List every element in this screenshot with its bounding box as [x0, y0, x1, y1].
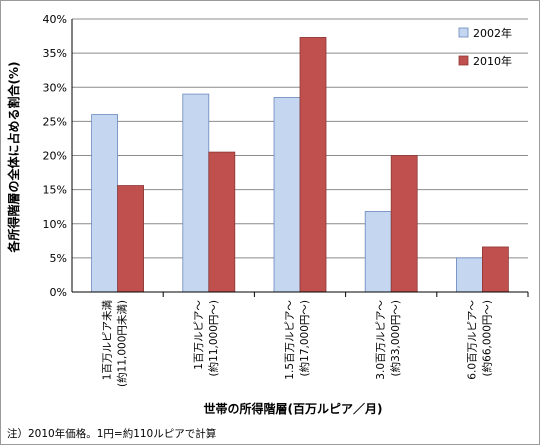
x-tick-label: 3.0百万ルピア〜 [375, 300, 387, 380]
bar-2010年-0 [117, 185, 144, 293]
x-tick-label: 1百万ルピア未満 [102, 300, 114, 381]
y-tick-label: 10% [43, 218, 67, 231]
x-category-labels: 1百万ルピア未満 (約11,000円未満) 1百万ルピア〜 (約11,000円〜) 1.… [102, 300, 494, 387]
x-tick-label: (約33,000円〜) [389, 300, 402, 376]
x-tick-label: (約11,000円〜) [207, 300, 220, 376]
bar-2010年-3 [390, 155, 418, 293]
y-tick-label: 25% [43, 115, 67, 128]
bar-2010年-1 [208, 151, 236, 293]
axes [71, 19, 529, 297]
y-tick-label: 40% [43, 13, 67, 26]
legend-label: 2010年 [473, 54, 512, 68]
bars [91, 37, 509, 293]
y-tick-labels: 0% 5% 10% 15% 20% 25% 30% 35% 40% [43, 13, 67, 299]
y-tick-label: 20% [43, 150, 67, 163]
bar-2010年-4 [481, 246, 509, 293]
y-tick-label: 35% [43, 47, 67, 60]
legend-swatch [458, 55, 469, 66]
y-tick-label: 0% [50, 286, 67, 299]
x-category-label: 1百万ルピア未満 (約11,000円未満) [102, 300, 129, 387]
legend-label: 2002年 [473, 26, 512, 40]
bar-2010年-2 [299, 37, 327, 293]
footnote: 注）2010年価格。1円=約110ルピアで計算 [7, 427, 216, 440]
x-category-label: 3.0百万ルピア〜 (約33,000円〜) [375, 300, 402, 380]
x-tick-label: (約11,000円未満) [116, 300, 129, 387]
x-category-label: 1百万ルピア〜 (約11,000円〜) [193, 300, 220, 377]
y-tick-label: 30% [43, 81, 67, 94]
y-tick-label: 5% [50, 252, 67, 265]
x-category-label: 6.0百万ルピア〜 (約66,000円〜) [466, 300, 493, 380]
x-tick-label: (約17,000円〜) [298, 300, 311, 376]
x-axis-title: 世帯の所得階層(百万ルピア／月) [204, 401, 383, 416]
bar-2002年-4 [455, 257, 483, 293]
legend: 2002年 2010年 [458, 26, 512, 68]
x-category-label: 1.5百万ルピア〜 (約17,000円〜) [284, 300, 311, 380]
bar-2002年-0 [91, 114, 118, 293]
bar-2002年-2 [273, 97, 301, 293]
x-tick-label: 1.5百万ルピア〜 [284, 300, 296, 380]
legend-swatch [458, 27, 469, 38]
y-axis-title: 各所得階層の全体に占める割合(%) [6, 62, 21, 254]
y-tick-label: 15% [43, 184, 67, 197]
x-tick-label: 1百万ルピア〜 [193, 300, 205, 370]
x-tick-label: (約66,000円〜) [480, 300, 493, 376]
bar-2002年-3 [364, 211, 392, 293]
x-tick-label: 6.0百万ルピア〜 [466, 300, 478, 380]
bar-2002年-1 [182, 93, 210, 293]
